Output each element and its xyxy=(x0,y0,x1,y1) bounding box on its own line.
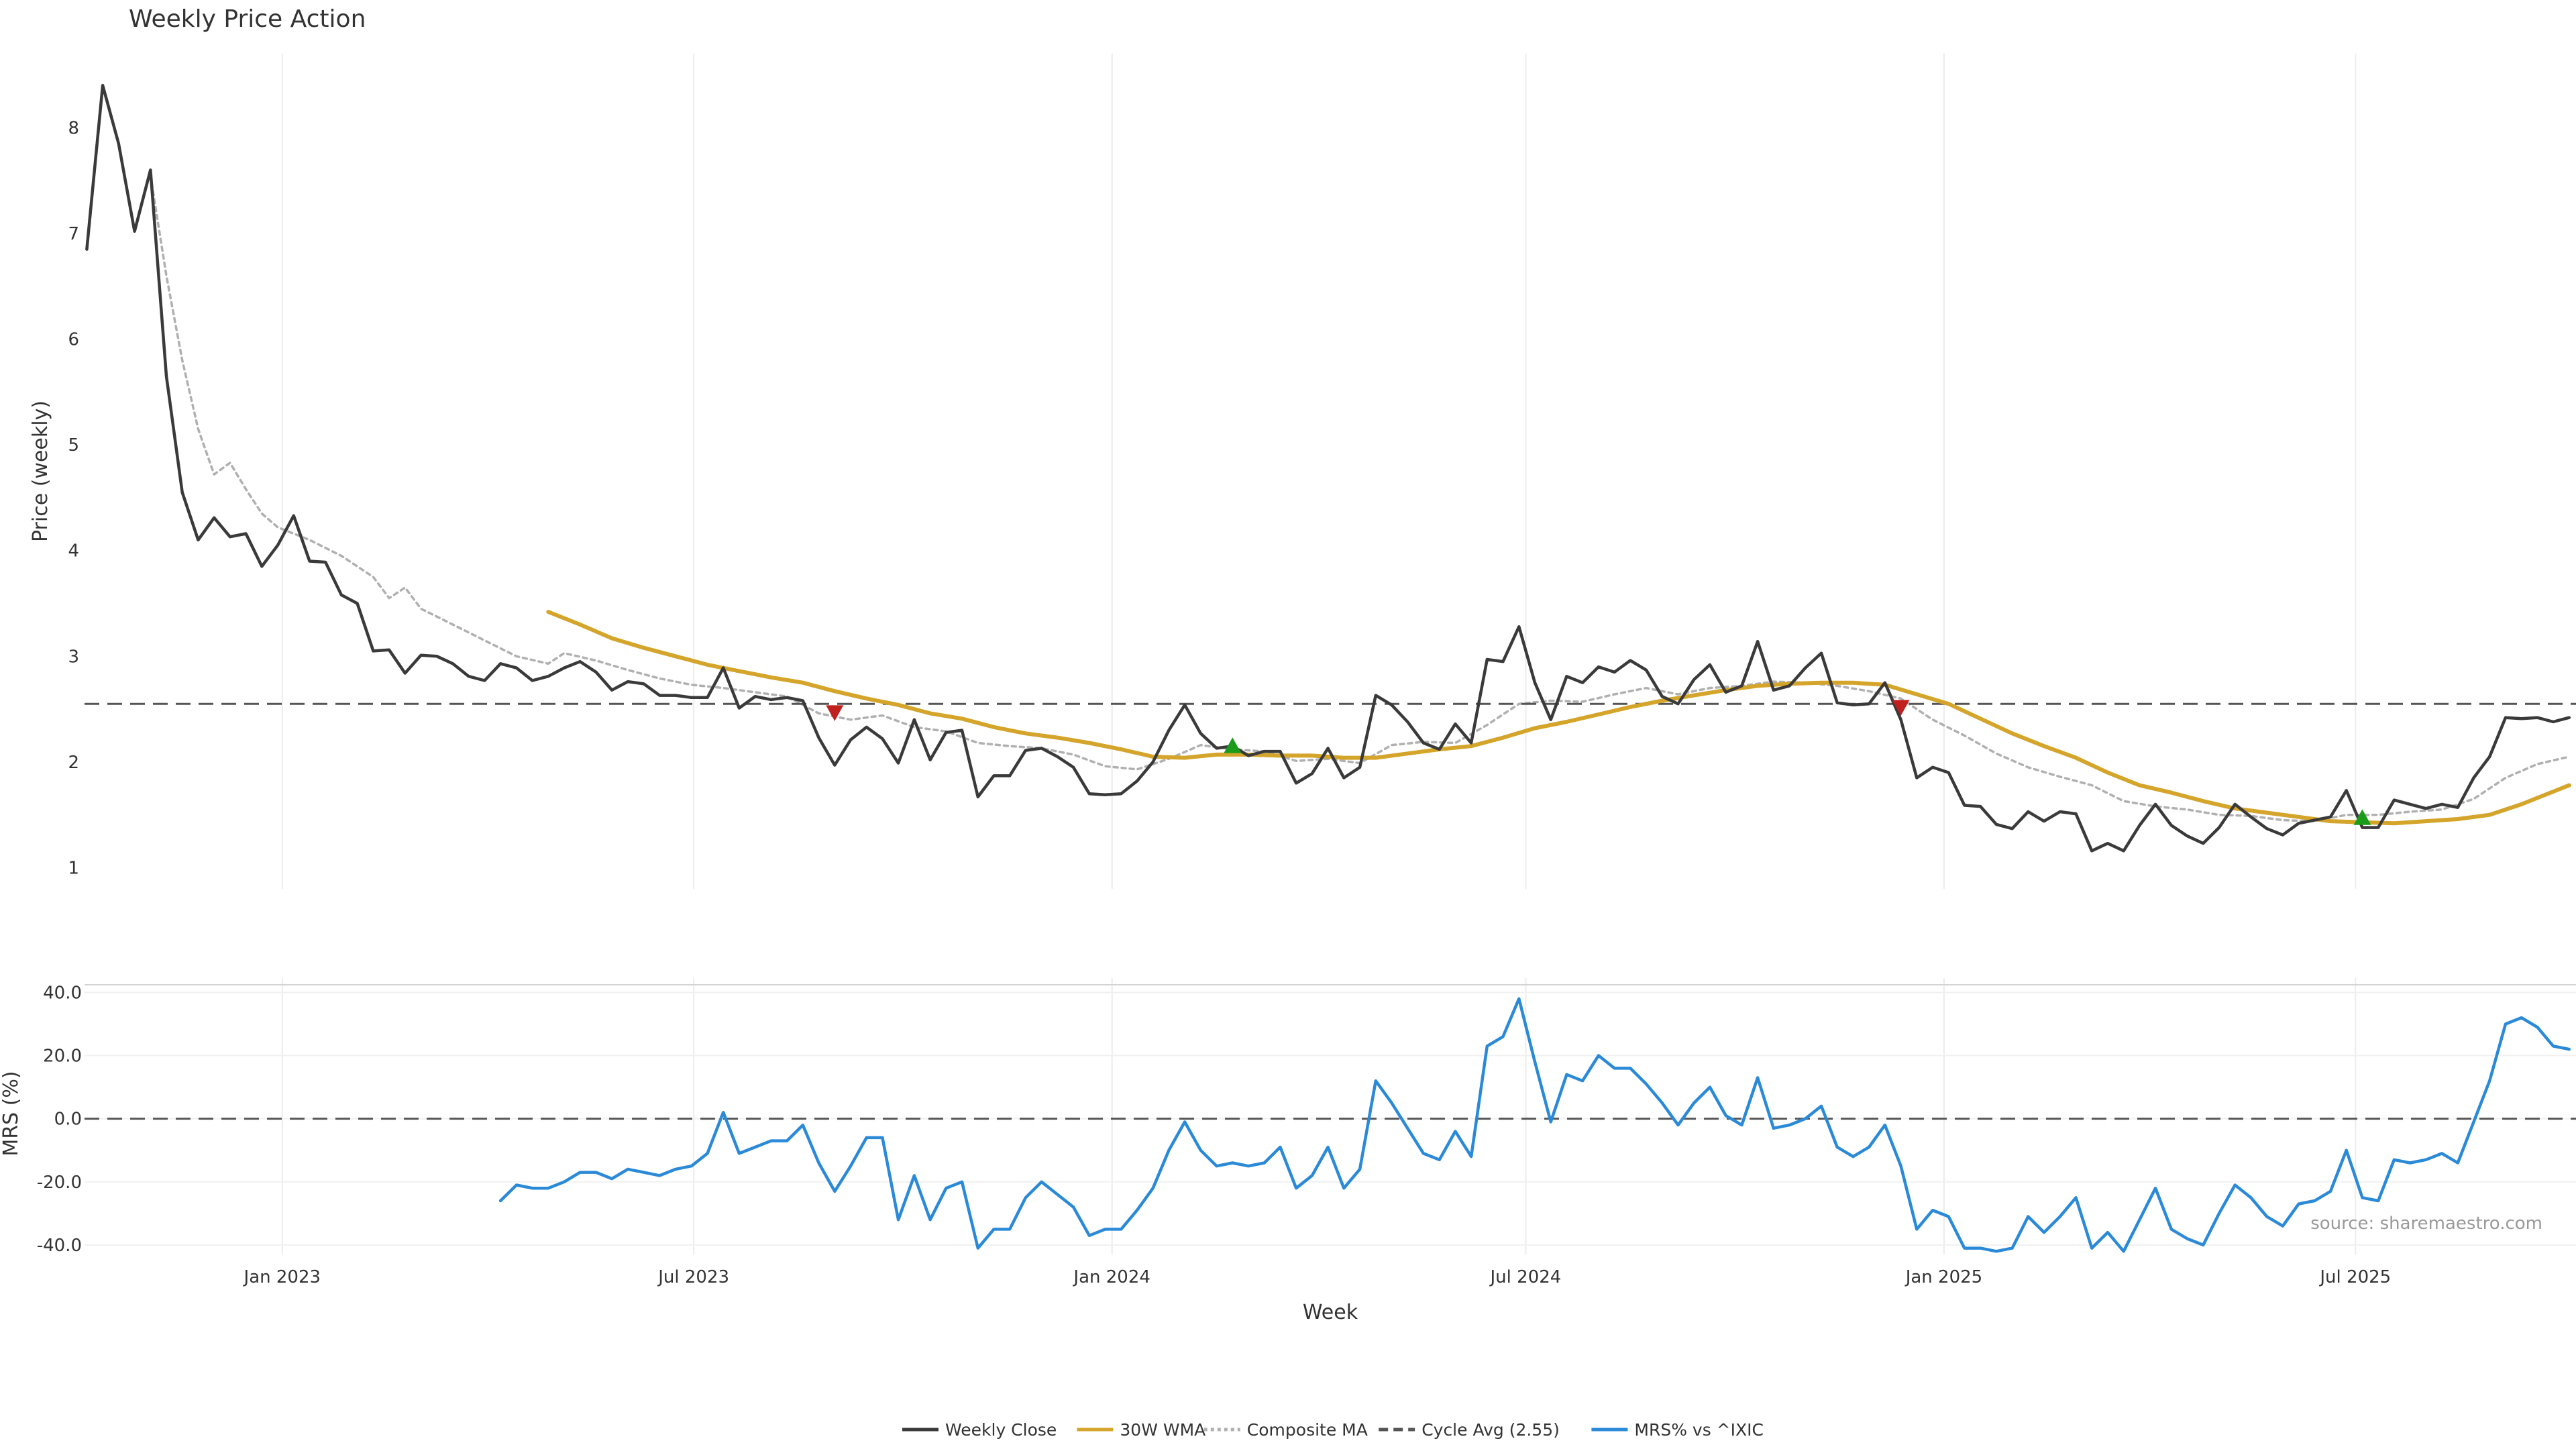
mrs-y-tick-label: 20.0 xyxy=(43,1046,82,1067)
legend-label-weekly-close: Weekly Close xyxy=(945,1420,1057,1440)
legend: Weekly Close 30W WMA Composite MA Cycle Avg… xyxy=(902,1420,1764,1440)
price-y-tick-label: 7 xyxy=(68,224,79,244)
source-note: source: sharemaestro.com xyxy=(2310,1214,2542,1234)
mrs-panel: -40.0 -20.0 0.0 20.0 40.0 MRS (%) xyxy=(0,978,2576,1256)
price-y-tick-label: 6 xyxy=(68,330,79,350)
legend-label-mrs-vs-ixic: MRS% vs ^IXIC xyxy=(1634,1420,1764,1440)
chart-title: Weekly Price Action xyxy=(129,5,366,33)
x-tick-label: Jul 2025 xyxy=(2318,1267,2391,1287)
mrs-mrs-vs-ixic-line xyxy=(498,997,2571,1253)
x-axis: Jan 2023 Jul 2023 Jan 2024 Jul 2024 Jan 2025… xyxy=(243,1267,2392,1324)
x-tick-label: Jan 2025 xyxy=(1904,1267,1983,1287)
legend-label-composite-ma: Composite MA xyxy=(1247,1420,1368,1440)
buy-signal-marker xyxy=(1224,737,1242,753)
price-weekly-close-line xyxy=(85,84,2571,853)
price-30w-wma-line xyxy=(546,610,2571,826)
x-tick-label: Jan 2024 xyxy=(1072,1267,1150,1287)
price-y-tick-label: 5 xyxy=(68,435,79,455)
x-tick-label: Jul 2023 xyxy=(657,1267,729,1287)
mrs-y-tick-label: 0.0 xyxy=(54,1110,82,1130)
x-tick-label: Jan 2023 xyxy=(243,1267,321,1287)
x-axis-label: Week xyxy=(1303,1301,1358,1324)
price-y-tick-label: 8 xyxy=(68,118,79,138)
sell-signal-marker xyxy=(1892,700,1910,716)
price-y-tick-label: 2 xyxy=(68,753,79,773)
mrs-y-tick-label: 40.0 xyxy=(43,983,82,1003)
price-y-axis-label: Price (weekly) xyxy=(29,400,52,542)
mrs-y-axis-label: MRS (%) xyxy=(0,1071,23,1156)
price-y-tick-label: 1 xyxy=(68,858,79,878)
mrs-y-tick-label: -40.0 xyxy=(37,1236,82,1256)
sell-signal-marker xyxy=(826,705,844,721)
legend-label-cycle-avg-2-55: Cycle Avg (2.55) xyxy=(1421,1420,1560,1440)
mrs-y-tick-label: -20.0 xyxy=(37,1173,82,1193)
price-y-tick-label: 3 xyxy=(68,647,79,667)
price-y-tick-label: 4 xyxy=(68,541,79,561)
price-panel: 1 2 3 4 5 6 7 8 Price (weekly) xyxy=(29,54,2576,889)
buy-signal-marker xyxy=(2353,809,2371,825)
x-tick-label: Jul 2024 xyxy=(1489,1267,1562,1287)
legend-label-30w-wma: 30W WMA xyxy=(1120,1420,1205,1440)
